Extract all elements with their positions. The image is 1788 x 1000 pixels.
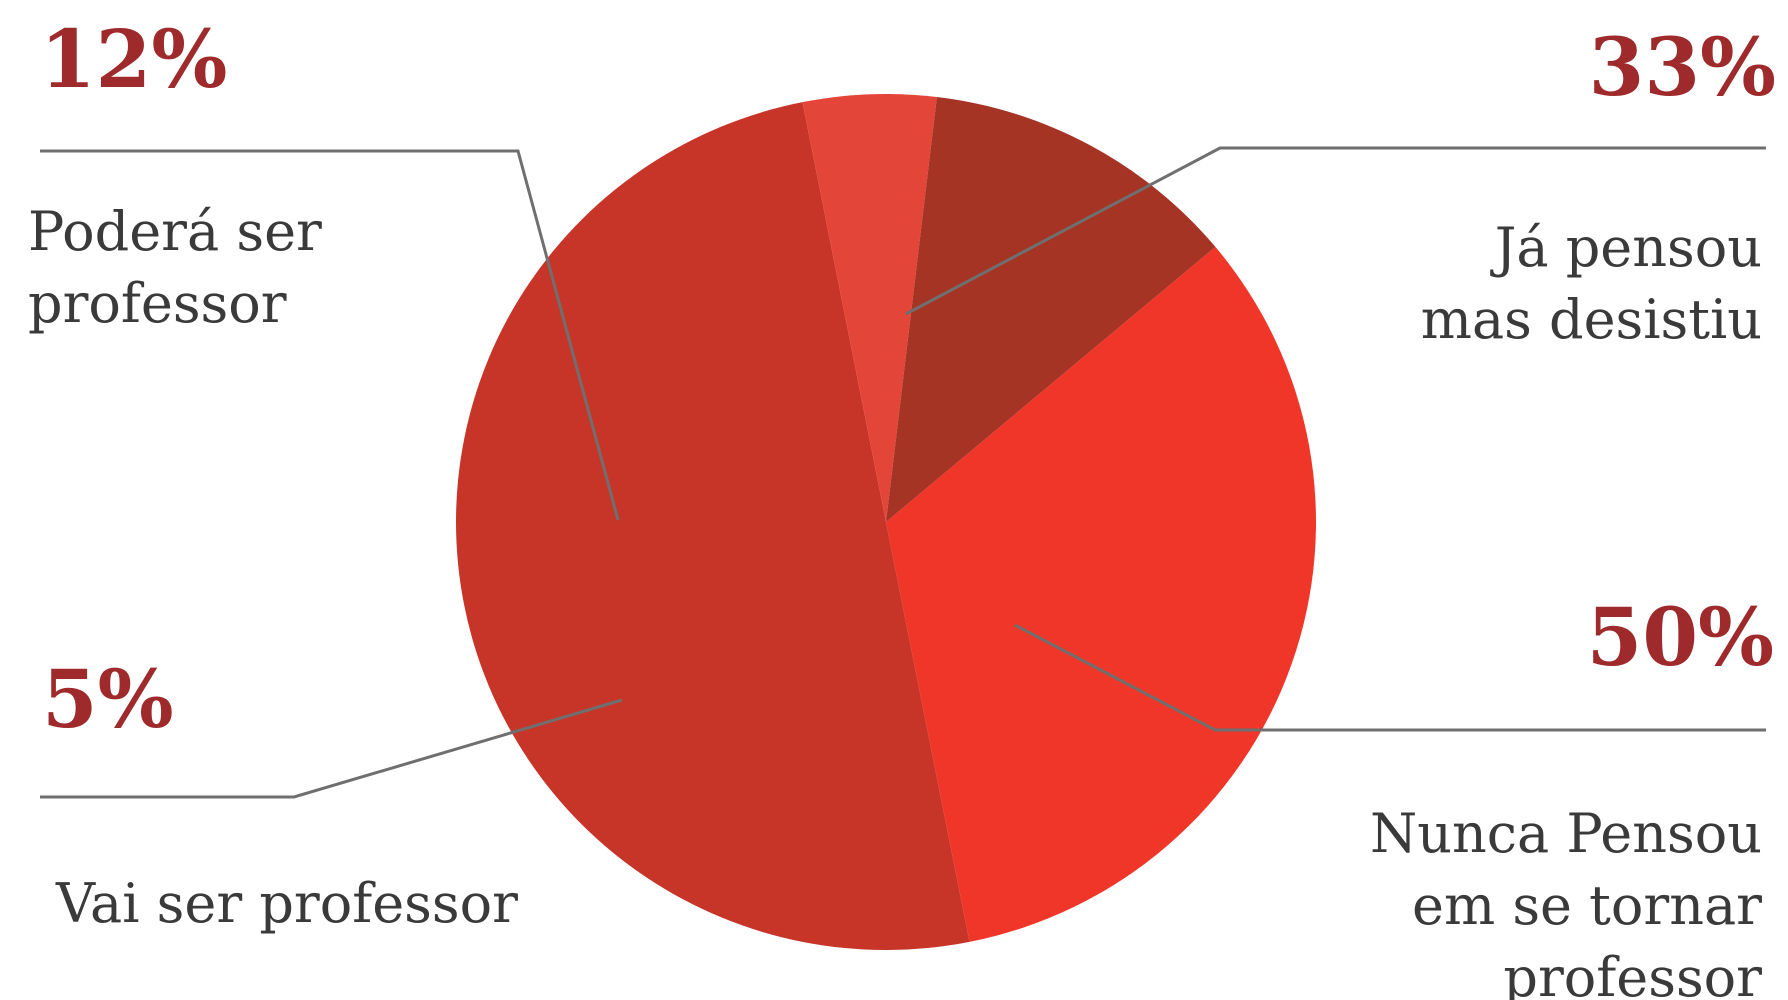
pie-slices xyxy=(455,93,1316,951)
category-label-podera-ser-professor: Poderá ser professor xyxy=(28,200,322,335)
pie-slice-vai-ser-professor xyxy=(802,93,937,523)
percent-label-podera-ser-professor: 12% xyxy=(40,12,227,106)
category-label-line: Já pensou xyxy=(1490,216,1762,279)
percent-label-nunca-pensou-em-se-tornar-professor: 50% xyxy=(1587,590,1774,684)
category-label-line: em se tornar xyxy=(1412,874,1762,937)
leader-line-podera-ser-professor xyxy=(40,149,620,521)
pie-slice-ja-pensou-mas-desistiu xyxy=(886,246,1316,942)
category-label-nunca-pensou-em-se-tornar-professor: Nunca Pensou em se tornar professor xyxy=(1370,802,1762,1000)
leader-lines xyxy=(40,146,1766,799)
category-label-line: Poderá ser xyxy=(28,200,322,263)
category-label-line: professor xyxy=(28,272,287,335)
pie-slice-podera-ser-professor xyxy=(886,97,1216,522)
category-label-line: Nunca Pensou xyxy=(1370,802,1762,865)
category-label-line: mas desistiu xyxy=(1421,288,1762,351)
slice-labels: 33% Já pensou mas desistiu 50% Nunca Pensou e… xyxy=(28,12,1776,1000)
pie-slice-nunca-pensou-em-se-tornar-professor xyxy=(455,102,970,951)
leader-line-nunca-pensou-em-se-tornar-professor xyxy=(1014,623,1766,732)
leader-line-vai-ser-professor xyxy=(40,698,623,799)
category-label-line: Vai ser professor xyxy=(55,872,518,935)
percent-label-vai-ser-professor: 5% xyxy=(42,652,174,746)
category-label-ja-pensou-mas-desistiu: Já pensou mas desistiu xyxy=(1421,216,1762,351)
leader-line-ja-pensou-mas-desistiu xyxy=(905,146,1766,316)
category-label-vai-ser-professor: Vai ser professor xyxy=(55,872,518,935)
category-label-line: professor xyxy=(1503,946,1762,1000)
percent-label-ja-pensou-mas-desistiu: 33% xyxy=(1589,20,1776,114)
